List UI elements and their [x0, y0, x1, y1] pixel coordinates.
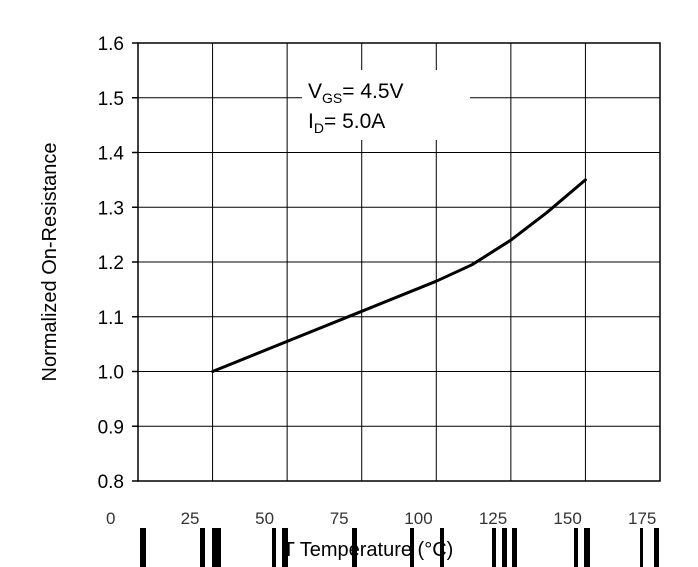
- x-tick-label: 25: [181, 509, 200, 528]
- annotation-vgs: VGS= 4.5V: [308, 80, 404, 106]
- y-tick-label: 1.0: [98, 363, 124, 384]
- artifact-bar: [282, 528, 288, 567]
- y-tick-label: 0.9: [98, 417, 124, 438]
- label-artifact-bars: [140, 528, 659, 567]
- series-line: [211, 178, 587, 373]
- artifact-bar: [654, 528, 659, 567]
- x-tick-label: 125: [479, 509, 507, 528]
- artifact-bar: [640, 528, 643, 567]
- y-tick-label: 1.3: [98, 198, 124, 219]
- x-tick-label: 50: [255, 509, 274, 528]
- artifact-bar: [512, 528, 517, 567]
- x-tick-label: 150: [553, 509, 581, 528]
- x-tick-labels: 0 25 50 75 100 125 150 175: [106, 509, 656, 528]
- artifact-bar: [212, 528, 221, 567]
- annotation: VGS= 4.5V ID= 5.0A: [302, 70, 470, 140]
- y-axis-label: Normalized On-Resistance: [39, 143, 61, 382]
- x-axis-label: T Temperature (°C): [283, 539, 454, 561]
- artifact-bar: [410, 528, 414, 567]
- y-tick-labels: 1.6 1.5 1.4 1.3 1.2 1.1 1.0 0.9 0.8: [98, 34, 125, 493]
- x-tick-label: 0: [106, 509, 115, 528]
- artifact-bar: [200, 528, 205, 567]
- artifact-bar: [440, 528, 444, 567]
- artifact-bar: [492, 528, 496, 567]
- artifact-bar: [574, 528, 578, 567]
- x-tick-label: 75: [330, 509, 349, 528]
- x-tick-label: 175: [628, 509, 656, 528]
- plot-frame: [137, 42, 661, 482]
- artifact-bar: [502, 528, 507, 567]
- y-tick-label: 0.8: [98, 472, 124, 493]
- artifact-bar: [352, 528, 357, 567]
- y-tick-label: 1.1: [98, 308, 124, 329]
- y-tick-label: 1.6: [98, 34, 124, 55]
- artifact-bar: [272, 528, 276, 567]
- y-tick-label: 1.2: [98, 253, 124, 274]
- annotation-id: ID= 5.0A: [308, 110, 385, 136]
- y-tick-label: 1.4: [98, 144, 125, 165]
- x-tick-label: 100: [404, 509, 432, 528]
- artifact-bar: [584, 528, 590, 567]
- artifact-bar: [140, 528, 146, 567]
- y-tick-label: 1.5: [98, 89, 124, 110]
